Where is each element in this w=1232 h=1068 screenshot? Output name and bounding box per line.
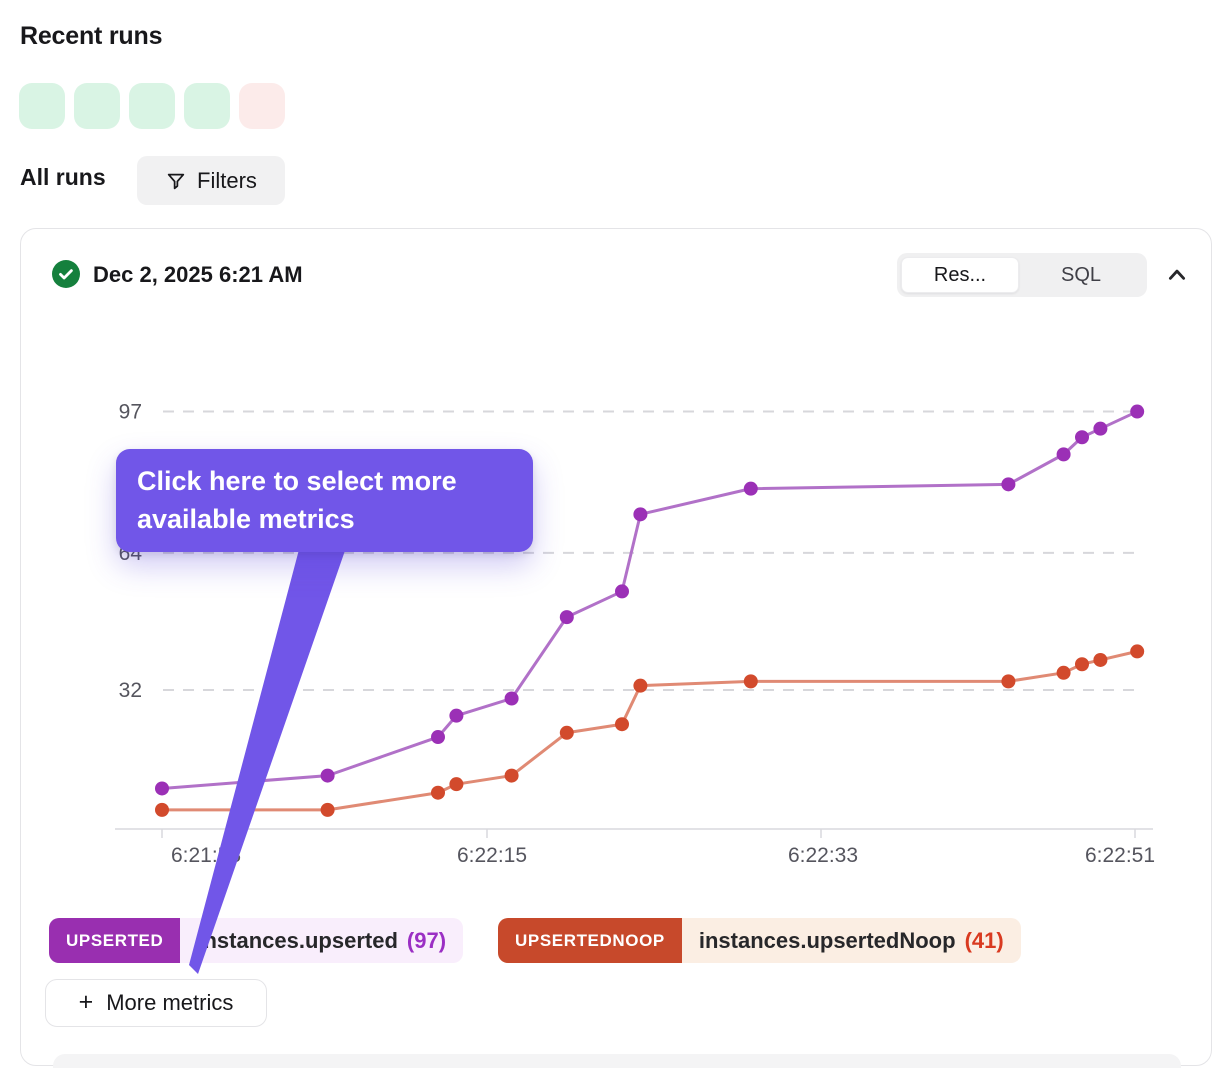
filter-funnel-icon xyxy=(167,173,185,189)
run-status-square-success[interactable] xyxy=(74,83,120,129)
collapse-card-button[interactable] xyxy=(1159,257,1195,293)
coach-tooltip: Click here to select more available metr… xyxy=(116,449,533,552)
legend-metric-count: (41) xyxy=(964,927,1004,953)
tab-results[interactable]: Res... xyxy=(901,257,1019,293)
legend-metric-name: instances.upsertedNoop xyxy=(698,927,956,953)
plus-icon: + xyxy=(78,987,94,1016)
recent-runs-strip xyxy=(19,83,285,129)
results-sql-toggle: Res... SQL xyxy=(897,253,1147,297)
filters-button[interactable]: Filters xyxy=(137,156,285,205)
run-status-square-error[interactable] xyxy=(239,83,285,129)
page-title: Recent runs xyxy=(20,22,163,50)
run-status-square-success[interactable] xyxy=(129,83,175,129)
legend-item-upserted[interactable]: UPSERTED instances.upserted (97) xyxy=(49,918,464,963)
legend-metric-name: instances.upserted xyxy=(197,927,398,953)
run-status-square-success[interactable] xyxy=(19,83,65,129)
legend-metric-count: (97) xyxy=(406,927,447,953)
run-card: Dec 2, 2025 6:21 AM Res... SQL UPSERTED … xyxy=(20,228,1212,1068)
legend-badge-upsertednoop: UPSERTEDNOOP xyxy=(498,918,682,963)
success-check-icon xyxy=(52,260,80,288)
all-runs-label: All runs xyxy=(20,164,106,190)
more-metrics-button[interactable]: + More metrics xyxy=(45,979,267,1027)
collapsed-next-section[interactable] xyxy=(53,1054,1181,1068)
tab-sql[interactable]: SQL xyxy=(1019,257,1143,293)
legend-badge-upserted: UPSERTED xyxy=(49,918,181,963)
filters-button-label: Filters xyxy=(197,167,257,193)
run-timestamp: Dec 2, 2025 6:21 AM xyxy=(93,262,303,287)
chevron-up-icon xyxy=(1168,269,1186,280)
more-metrics-label: More metrics xyxy=(106,990,234,1015)
legend-item-upsertednoop[interactable]: UPSERTEDNOOP instances.upsertedNoop (41) xyxy=(498,918,1021,963)
run-status-square-success[interactable] xyxy=(184,83,230,129)
